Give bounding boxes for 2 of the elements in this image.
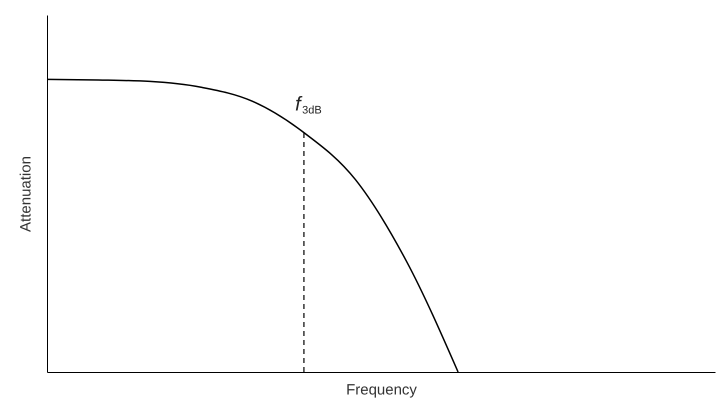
y-axis-title: Attenuation (18, 156, 34, 232)
x-axis-title: Frequency (346, 382, 418, 398)
